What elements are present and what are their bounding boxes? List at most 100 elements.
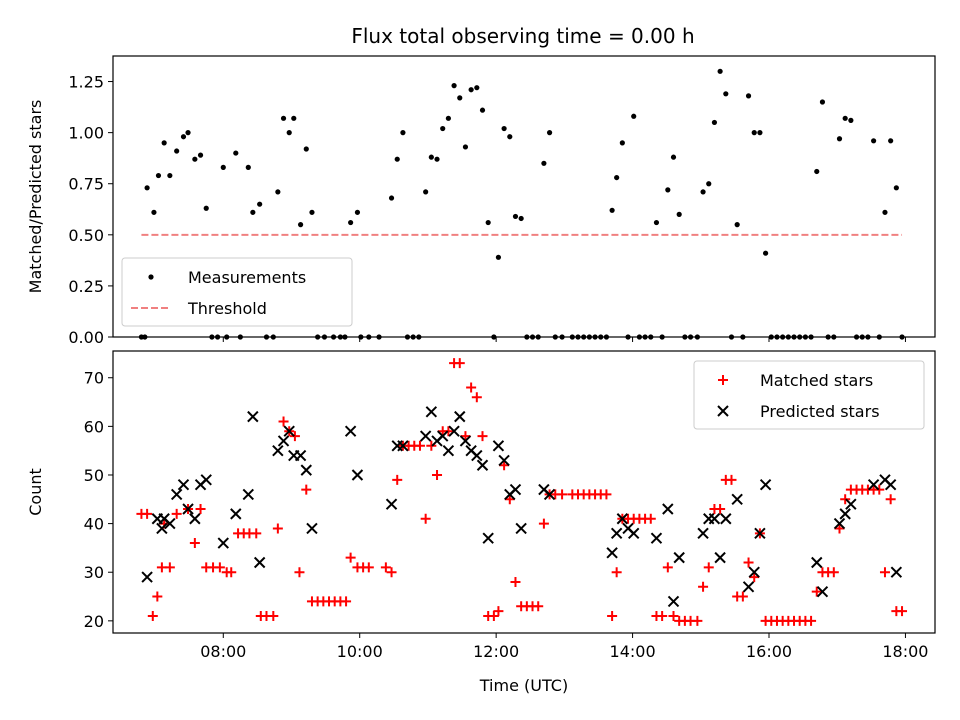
data-point: [185, 130, 191, 136]
y-axis-label: Matched/Predicted stars: [26, 100, 45, 294]
data-point: [164, 517, 176, 530]
data-point: [214, 562, 225, 573]
data-point: [742, 581, 755, 593]
data-point: [893, 185, 899, 191]
chart-title: Flux total observing time = 0.00 h: [351, 24, 694, 48]
data-point: [297, 222, 304, 228]
data-point: [220, 164, 226, 170]
data-point: [251, 528, 262, 539]
y-tick-label: 70: [84, 369, 104, 388]
data-point: [457, 95, 463, 101]
data-point: [882, 209, 888, 215]
data-point: [460, 431, 471, 442]
data-point: [275, 189, 281, 195]
data-point: [454, 410, 466, 423]
data-point: [601, 489, 612, 500]
data-point: [697, 527, 709, 540]
data-point: [385, 498, 398, 510]
data-point: [839, 508, 851, 520]
data-point: [233, 150, 239, 156]
data-point: [518, 215, 524, 222]
data-point: [468, 87, 474, 93]
data-point: [676, 211, 682, 217]
data-point: [667, 595, 680, 608]
data-point: [174, 148, 180, 154]
y-tick-label: 20: [84, 612, 104, 631]
data-point: [189, 513, 201, 525]
data-point: [242, 488, 255, 501]
data-point: [442, 444, 455, 457]
data-point: [392, 474, 403, 485]
data-point: [164, 562, 175, 573]
data-point: [226, 567, 237, 578]
data-point: [751, 130, 757, 136]
data-point: [303, 146, 309, 152]
data-point: [834, 523, 845, 534]
data-point: [380, 562, 391, 573]
data-point: [482, 532, 494, 544]
y-tick-label: 0.25: [68, 277, 104, 296]
data-point: [294, 449, 307, 462]
data-point: [541, 160, 547, 166]
data-point: [400, 130, 406, 136]
data-point: [428, 154, 434, 160]
data-point: [280, 115, 287, 121]
data-point: [614, 174, 620, 181]
data-point: [743, 557, 754, 568]
data-point: [703, 562, 714, 573]
data-point: [668, 610, 679, 621]
y-tick-label: 1.25: [68, 73, 104, 92]
data-point: [272, 523, 283, 534]
data-point: [501, 125, 507, 132]
data-point: [538, 518, 549, 529]
data-point: [443, 426, 454, 437]
data-point: [720, 513, 732, 525]
data-point: [301, 484, 312, 495]
data-point: [425, 406, 438, 418]
y-tick-label: 0.00: [68, 328, 104, 347]
legend-label: Matched stars: [760, 371, 873, 390]
data-point: [546, 130, 553, 136]
data-point: [609, 207, 615, 213]
series-predicted-stars: [141, 406, 903, 608]
y-tick-label: 60: [84, 417, 104, 436]
legend-marker: [717, 405, 729, 417]
data-point: [493, 606, 504, 617]
data-point: [286, 130, 292, 136]
data-point: [512, 213, 519, 220]
data-point: [394, 156, 400, 162]
data-point: [811, 586, 822, 597]
data-point: [476, 459, 489, 471]
data-point: [607, 610, 618, 621]
data-point: [533, 601, 544, 612]
data-point: [879, 567, 890, 578]
data-point: [749, 572, 760, 583]
data-point: [155, 172, 162, 179]
data-point: [309, 209, 315, 215]
data-point: [414, 440, 425, 451]
data-point: [726, 474, 737, 485]
data-point: [507, 134, 513, 140]
data-point: [454, 358, 465, 369]
data-point: [151, 209, 157, 215]
legend-label: Threshold: [187, 299, 267, 318]
data-point: [628, 527, 640, 540]
data-point: [434, 156, 440, 162]
legend: Measurements Threshold: [121, 257, 353, 327]
data-point: [142, 508, 153, 519]
y-tick-label: 50: [84, 466, 104, 485]
data-point: [509, 483, 522, 496]
data-point: [197, 152, 204, 158]
x-tick-label: 14:00: [610, 642, 656, 661]
data-point: [182, 503, 194, 515]
data-point: [474, 85, 480, 91]
data-point: [388, 195, 395, 201]
data-point: [180, 134, 187, 140]
data-point: [432, 469, 443, 480]
data-point: [268, 610, 279, 621]
data-point: [306, 522, 318, 535]
data-point: [471, 392, 482, 403]
data-point: [247, 410, 259, 423]
